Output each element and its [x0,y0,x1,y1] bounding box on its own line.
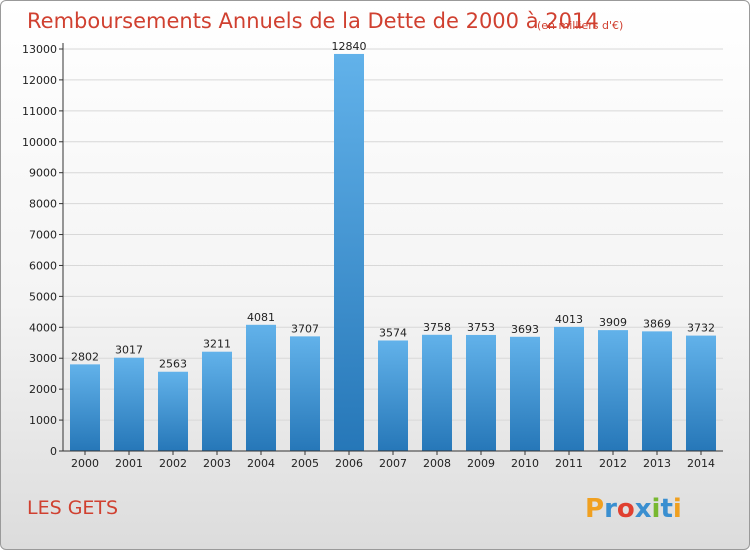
bar-2002 [158,371,188,451]
commune-name: LES GETS [27,497,119,519]
y-tick-label: 8000 [29,198,57,211]
x-tick-label-2002: 2002 [159,457,187,470]
y-tick-label: 11000 [22,105,57,118]
bar-2011 [554,326,584,451]
x-tick-label-2007: 2007 [379,457,407,470]
svg-text:Proxiti: Proxiti [585,494,682,524]
y-tick-label: 6000 [29,259,57,272]
x-tick-label-2000: 2000 [71,457,99,470]
bar-2014 [686,335,716,451]
y-tick-label: 9000 [29,167,57,180]
bar-2003 [202,351,232,451]
x-tick-label-2011: 2011 [555,457,583,470]
y-tick-label: 13000 [22,43,57,56]
axes: 0 1000 2000 3000 4000 5000 6000 7000 8000 9000 100… [22,43,723,470]
value-label-2014: 3732 [687,322,715,335]
value-label-2013: 3869 [643,317,671,330]
value-label-2010: 3693 [511,323,539,336]
chart-subtitle: (en milliers d'€) [537,19,624,32]
y-tick-label: 4000 [29,321,57,334]
y-tick-label: 0 [50,445,57,458]
value-label-2001: 3017 [115,344,143,357]
x-tick-label-2001: 2001 [115,457,143,470]
x-tick-label-2014: 2014 [687,457,715,470]
y-tick-label: 10000 [22,136,57,149]
value-label-2000: 2802 [71,350,99,363]
value-label-2009: 3753 [467,321,495,334]
y-tick-label: 3000 [29,352,57,365]
x-tick-label-2005: 2005 [291,457,319,470]
bar-2008 [422,334,452,451]
value-label-2008: 3758 [423,321,451,334]
y-tick-label: 12000 [22,74,57,87]
y-tick-label: 2000 [29,383,57,396]
y-tick-label: 5000 [29,290,57,303]
value-label-2012: 3909 [599,316,627,329]
value-label-2011: 4013 [555,313,583,326]
bar-2013 [642,331,672,451]
x-tick-label-2009: 2009 [467,457,495,470]
value-label-2005: 3707 [291,322,319,335]
x-tick-label-2004: 2004 [247,457,275,470]
y-tick-label: 7000 [29,229,57,242]
value-label-2006: 12840 [332,40,367,53]
value-label-2002: 2563 [159,358,187,371]
bar-2001 [114,357,144,451]
x-tick-label-2013: 2013 [643,457,671,470]
bar-2006 [334,53,364,451]
value-label-2007: 3574 [379,326,407,339]
x-tick-label-2008: 2008 [423,457,451,470]
x-tick-label-2012: 2012 [599,457,627,470]
bar-2000 [70,364,100,451]
x-tick-label-2006: 2006 [335,457,363,470]
bar-2012 [598,330,628,451]
bars [70,53,716,451]
bar-2005 [290,336,320,451]
bar-2004 [246,324,276,451]
chart-title: Remboursements Annuels de la Dette de 20… [27,9,599,33]
bar-2007 [378,340,408,451]
proxiti-logo: Proxiti [585,494,682,524]
value-label-2004: 4081 [247,311,275,324]
value-labels: 2802 3017 2563 3211 4081 3707 12840 3574 3758 375… [71,40,715,371]
bar-2009 [466,334,496,451]
y-tick-label: 1000 [29,414,57,427]
value-label-2003: 3211 [203,338,231,351]
x-tick-label-2010: 2010 [511,457,539,470]
x-tick-label-2003: 2003 [203,457,231,470]
bar-2010 [510,336,540,451]
